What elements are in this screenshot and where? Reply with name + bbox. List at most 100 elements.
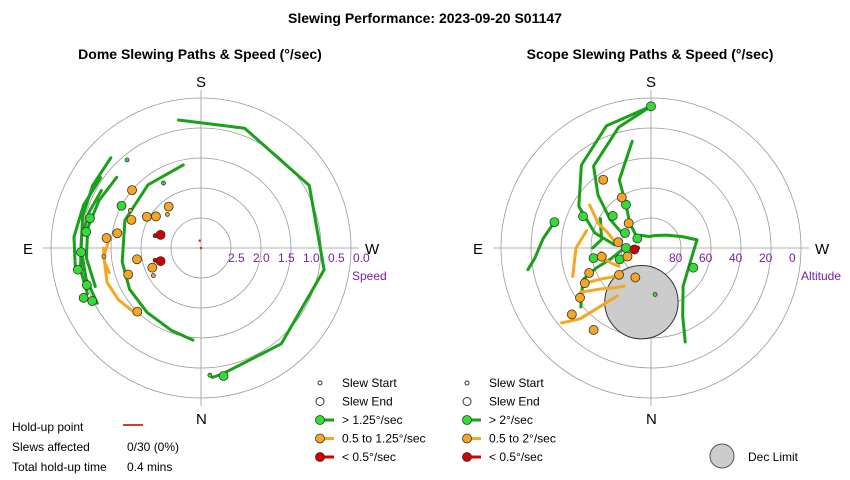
slew-point-end bbox=[584, 268, 595, 278]
compass-right-label: W bbox=[365, 241, 380, 258]
radial-tick-label: 60 bbox=[699, 251, 713, 265]
slew-path-mid bbox=[102, 246, 111, 275]
compass-top-label: S bbox=[646, 74, 656, 91]
slew-path-mid bbox=[102, 238, 138, 315]
legend-label: Slew Start bbox=[489, 376, 544, 390]
legend-item-fast bbox=[462, 415, 481, 425]
legend-item-mid bbox=[315, 433, 334, 444]
slew-point-end bbox=[549, 217, 560, 228]
slew-point-end bbox=[622, 251, 633, 262]
slew-point-end bbox=[147, 262, 158, 273]
slew-point-end bbox=[123, 269, 134, 280]
legend-item-slow bbox=[462, 452, 481, 462]
legend-marker bbox=[462, 452, 472, 462]
figure-title: Slewing Performance: 2023-09-20 S01147 bbox=[288, 10, 562, 26]
slew-point-end bbox=[78, 292, 89, 303]
slew-point-end bbox=[87, 296, 98, 306]
slew-point-end bbox=[81, 280, 92, 290]
slew-point-end bbox=[218, 371, 229, 381]
legend-label: Slew Start bbox=[342, 376, 397, 390]
holdup-marker bbox=[198, 239, 201, 242]
legend-label: Slew End bbox=[342, 395, 393, 409]
legend-start-marker bbox=[464, 380, 470, 386]
radial-axis-label: Speed bbox=[352, 269, 387, 283]
legend-label: > 1.25°/sec bbox=[342, 413, 403, 427]
slew-point-end bbox=[621, 243, 631, 253]
slew-point-end bbox=[566, 309, 577, 320]
legend-end-marker bbox=[315, 397, 325, 406]
radial-tick-label: 40 bbox=[729, 251, 743, 265]
legend-marker bbox=[315, 452, 325, 462]
legend-item-start bbox=[464, 380, 470, 386]
compass-bottom-label: N bbox=[646, 411, 657, 428]
holdup-marker bbox=[199, 246, 203, 250]
slew-point-start bbox=[207, 372, 213, 378]
legend-label: > 2°/sec bbox=[489, 413, 533, 427]
slew-path-mid bbox=[588, 203, 617, 244]
slew-point-end bbox=[155, 256, 166, 267]
legend-marker bbox=[462, 433, 472, 444]
slew-point-end bbox=[607, 210, 618, 221]
radial-tick-label: 2.0 bbox=[253, 251, 270, 265]
compass-left-label: E bbox=[23, 241, 33, 258]
slew-point-end bbox=[127, 185, 137, 196]
slew-point-end bbox=[616, 192, 627, 203]
legend-item-end bbox=[315, 397, 325, 406]
slew-point-end bbox=[72, 264, 83, 275]
legend-item-end bbox=[462, 397, 472, 406]
legend-end-marker bbox=[462, 397, 472, 406]
slew-point-end bbox=[632, 233, 643, 244]
legend-item-fast bbox=[315, 415, 334, 425]
legend-marker bbox=[315, 415, 325, 425]
slew-path-mid bbox=[560, 294, 619, 325]
legend-start-marker bbox=[317, 380, 323, 386]
slew-path-fast bbox=[526, 220, 556, 272]
total-holdup-label: Total hold-up time bbox=[12, 460, 107, 474]
slew-path-fast bbox=[579, 249, 623, 309]
slew-path-mid bbox=[578, 284, 626, 294]
legend-item-mid bbox=[462, 433, 481, 444]
holdup-point-label: Hold-up point bbox=[12, 420, 84, 434]
slew-point-end bbox=[613, 237, 624, 248]
compass-right-label: W bbox=[815, 241, 830, 258]
slews-affected-label: Slews affected bbox=[12, 440, 90, 454]
slew-path-fast bbox=[638, 233, 699, 242]
slew-point-end bbox=[575, 292, 585, 303]
legend-dec-limit-label: Dec Limit bbox=[748, 450, 799, 464]
slew-point-start bbox=[150, 273, 156, 278]
legend-item-start bbox=[317, 380, 323, 386]
slew-point-start bbox=[161, 180, 166, 186]
compass-bottom-label: N bbox=[196, 411, 207, 428]
slew-point-end bbox=[151, 211, 161, 222]
total-holdup-value: 0.4 mins bbox=[127, 460, 173, 474]
slew-point-start bbox=[127, 208, 133, 213]
slew-point-end bbox=[588, 325, 599, 335]
slew-point-end bbox=[588, 253, 599, 264]
slew-point-end bbox=[132, 254, 142, 265]
legend-label: < 0.5°/sec bbox=[342, 450, 396, 464]
slew-point-end bbox=[101, 233, 112, 243]
radial-tick-label: 80 bbox=[669, 251, 683, 265]
slew-point-end bbox=[579, 278, 590, 289]
slew-path-fast bbox=[577, 104, 653, 247]
legend-label: < 0.5°/sec bbox=[489, 450, 543, 464]
slew-point-end bbox=[614, 269, 624, 280]
slew-point-end bbox=[646, 101, 656, 112]
slew-point-start bbox=[635, 245, 641, 251]
radial-axis-label: Altitude bbox=[801, 269, 841, 283]
radial-tick-label: 1.5 bbox=[278, 251, 295, 265]
slew-path-fast bbox=[681, 238, 699, 344]
slew-point-end bbox=[623, 218, 634, 229]
slew-point-start bbox=[152, 233, 158, 239]
radial-tick-label: 0.0 bbox=[353, 251, 370, 265]
slew-path-mid bbox=[571, 229, 589, 278]
slew-point-end bbox=[132, 306, 143, 317]
radial-tick-label: 2.5 bbox=[228, 251, 245, 265]
radial-tick-label: 0.5 bbox=[328, 251, 345, 265]
legend-marker bbox=[462, 415, 472, 425]
slews-affected-value: 0/30 (0%) bbox=[127, 440, 180, 454]
dome-polar-plot bbox=[43, 90, 359, 462]
slew-point-start bbox=[124, 157, 130, 163]
radial-tick-label: 20 bbox=[759, 251, 773, 265]
dome-chart-title: Dome Slewing Paths & Speed (°/sec) bbox=[78, 46, 322, 62]
